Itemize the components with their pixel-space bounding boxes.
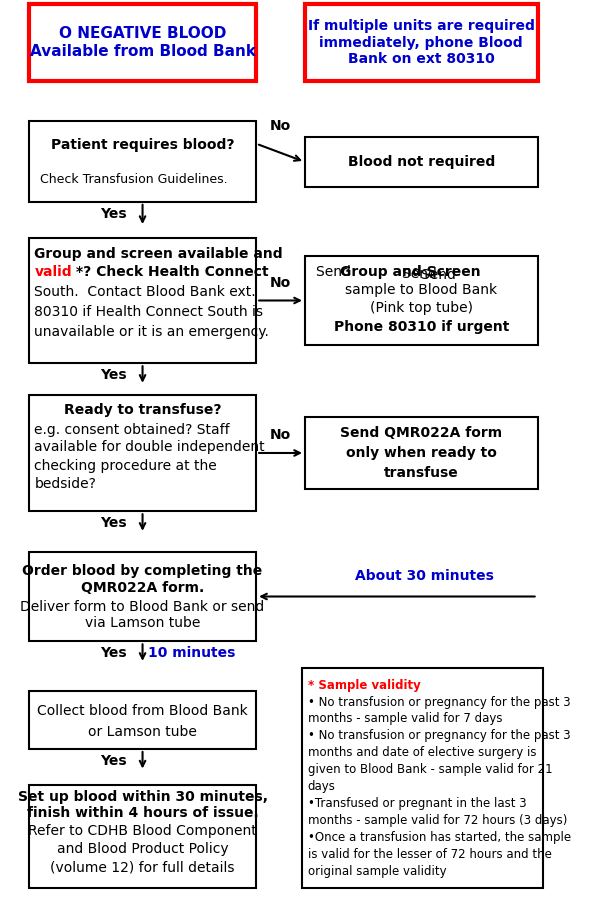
- Text: QMR022A form.: QMR022A form.: [81, 580, 204, 595]
- Text: South.  Contact Blood Bank ext.: South. Contact Blood Bank ext.: [34, 284, 256, 299]
- Text: Yes: Yes: [100, 753, 126, 768]
- Text: Group and Screen: Group and Screen: [340, 265, 481, 279]
- Text: Yes: Yes: [100, 207, 126, 222]
- Text: No: No: [270, 428, 291, 442]
- Text: unavailable or it is an emergency.: unavailable or it is an emergency.: [34, 325, 269, 339]
- Text: • No transfusion or pregnancy for the past 3: • No transfusion or pregnancy for the pa…: [307, 729, 570, 743]
- Text: transfuse: transfuse: [384, 466, 458, 480]
- Text: Refer to CDHB Blood Component: Refer to CDHB Blood Component: [28, 824, 257, 839]
- FancyBboxPatch shape: [29, 552, 256, 641]
- FancyBboxPatch shape: [305, 137, 538, 187]
- Text: bedside?: bedside?: [34, 477, 96, 492]
- Text: months - sample valid for 72 hours (3 days): months - sample valid for 72 hours (3 da…: [307, 814, 567, 827]
- Text: months and date of elective surgery is: months and date of elective surgery is: [307, 746, 536, 759]
- Text: Yes: Yes: [100, 368, 126, 382]
- Text: •Once a transfusion has started, the sample: •Once a transfusion has started, the sam…: [307, 831, 571, 844]
- Text: Send: Send: [316, 265, 355, 279]
- FancyBboxPatch shape: [305, 256, 538, 345]
- Text: Check Transfusion Guidelines.: Check Transfusion Guidelines.: [40, 173, 227, 186]
- Text: Blood not required: Blood not required: [348, 155, 495, 169]
- Text: Send: Send: [402, 266, 441, 281]
- Text: * Sample validity: * Sample validity: [307, 679, 420, 692]
- Text: Send QMR022A form: Send QMR022A form: [340, 426, 503, 440]
- Text: Ready to transfuse?: Ready to transfuse?: [64, 403, 221, 417]
- Text: valid: valid: [34, 265, 72, 279]
- Text: Send: Send: [421, 268, 460, 283]
- Text: *? Check Health Connect: *? Check Health Connect: [76, 265, 269, 279]
- Text: 80310 if Health Connect South is: 80310 if Health Connect South is: [34, 305, 263, 318]
- Text: Set up blood within 30 minutes,: Set up blood within 30 minutes,: [18, 790, 268, 805]
- Text: via Lamson tube: via Lamson tube: [85, 616, 201, 631]
- Text: Phone 80310 if urgent: Phone 80310 if urgent: [333, 320, 509, 335]
- FancyBboxPatch shape: [29, 691, 256, 749]
- Text: Yes: Yes: [100, 646, 126, 660]
- FancyBboxPatch shape: [29, 121, 256, 202]
- Text: No: No: [270, 275, 291, 290]
- Text: Order blood by completing the: Order blood by completing the: [22, 564, 263, 579]
- Text: About 30 minutes: About 30 minutes: [355, 569, 493, 583]
- Text: Yes: Yes: [100, 516, 126, 530]
- Text: Patient requires blood?: Patient requires blood?: [51, 138, 234, 152]
- Text: original sample validity: original sample validity: [307, 865, 446, 877]
- Text: e.g. consent obtained? Staff: e.g. consent obtained? Staff: [34, 422, 230, 437]
- Text: • No transfusion or pregnancy for the past 3: • No transfusion or pregnancy for the pa…: [307, 695, 570, 709]
- Text: No: No: [270, 119, 291, 133]
- FancyBboxPatch shape: [29, 395, 256, 511]
- Text: days: days: [307, 780, 335, 793]
- Text: sample to Blood Bank: sample to Blood Bank: [345, 283, 497, 297]
- FancyBboxPatch shape: [29, 4, 256, 81]
- Text: O NEGATIVE BLOOD
Available from Blood Bank: O NEGATIVE BLOOD Available from Blood Ba…: [30, 26, 255, 59]
- Text: available for double independent: available for double independent: [34, 440, 265, 454]
- Text: (volume 12) for full details: (volume 12) for full details: [50, 860, 235, 875]
- Text: checking procedure at the: checking procedure at the: [34, 458, 217, 473]
- Text: or Lamson tube: or Lamson tube: [88, 725, 197, 738]
- Text: 10 minutes: 10 minutes: [148, 646, 236, 660]
- Text: finish within 4 hours of issue.: finish within 4 hours of issue.: [27, 806, 259, 820]
- FancyBboxPatch shape: [302, 668, 543, 888]
- FancyBboxPatch shape: [305, 4, 538, 81]
- Text: Deliver form to Blood Bank or send: Deliver form to Blood Bank or send: [21, 600, 265, 614]
- Text: is valid for the lesser of 72 hours and the: is valid for the lesser of 72 hours and …: [307, 848, 551, 861]
- Text: If multiple units are required
immediately, phone Blood
Bank on ext 80310: If multiple units are required immediate…: [308, 20, 535, 65]
- Text: months - sample valid for 7 days: months - sample valid for 7 days: [307, 712, 502, 726]
- Text: Collect blood from Blood Bank: Collect blood from Blood Bank: [37, 704, 248, 718]
- Text: only when ready to: only when ready to: [346, 446, 496, 460]
- Text: and Blood Product Policy: and Blood Product Policy: [57, 841, 228, 856]
- Text: Group and screen available and: Group and screen available and: [34, 247, 283, 261]
- FancyBboxPatch shape: [305, 417, 538, 489]
- Text: •Transfused or pregnant in the last 3: •Transfused or pregnant in the last 3: [307, 797, 526, 810]
- FancyBboxPatch shape: [29, 785, 256, 888]
- FancyBboxPatch shape: [29, 238, 256, 363]
- Text: (Pink top tube): (Pink top tube): [370, 300, 473, 315]
- Text: given to Blood Bank - sample valid for 21: given to Blood Bank - sample valid for 2…: [307, 763, 552, 776]
